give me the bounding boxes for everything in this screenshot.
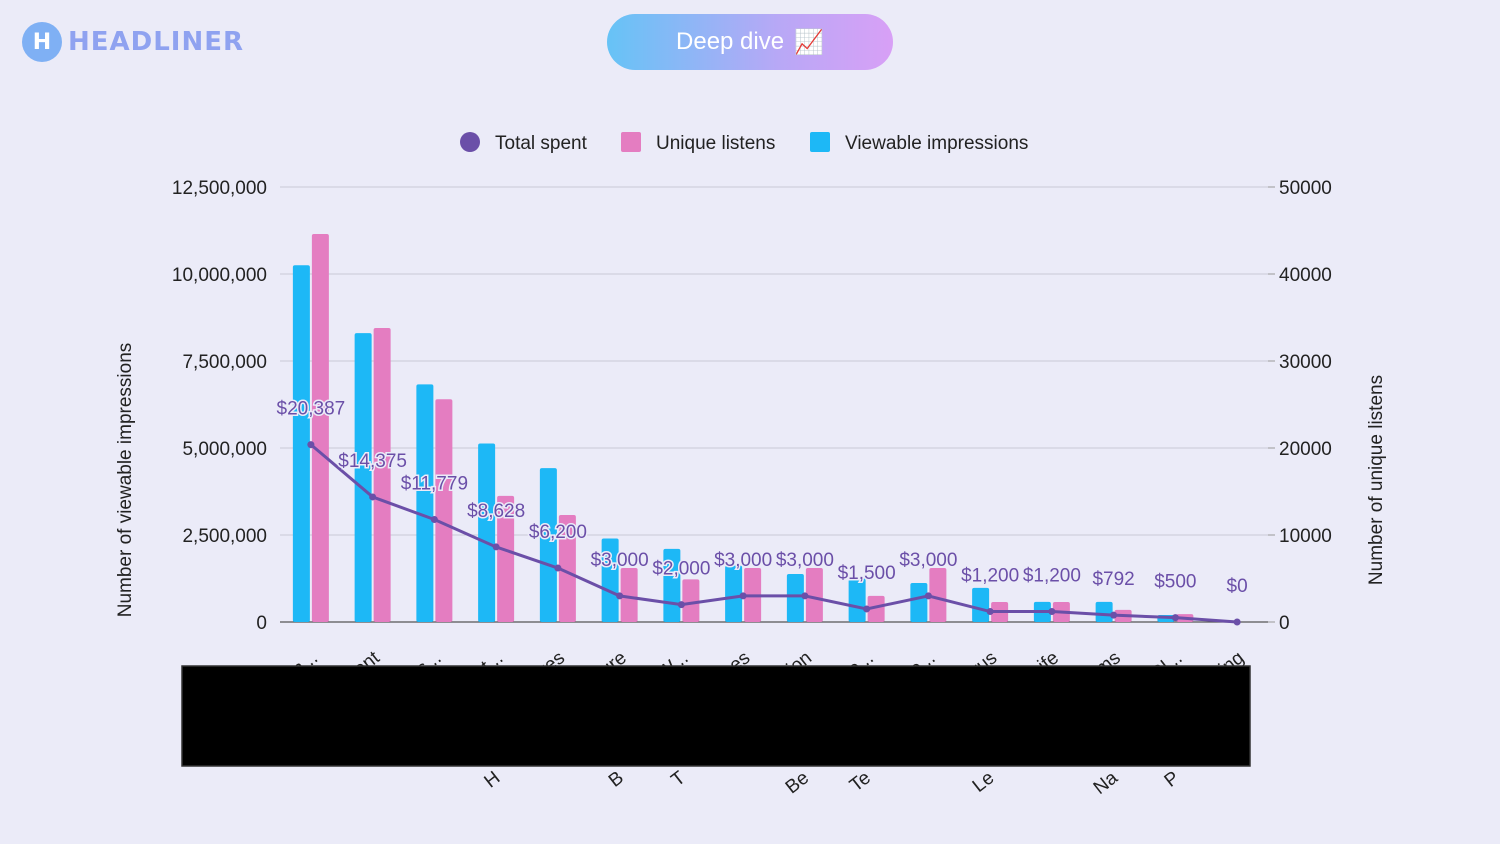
x-tick-label-fragment: B — [605, 767, 628, 791]
total-spent-point — [677, 601, 685, 609]
total-spent-data-label: $3,000 — [591, 550, 649, 571]
impressions-bar — [539, 468, 557, 622]
logo-badge: H — [22, 22, 62, 62]
y-tick-label: 7,500,000 — [182, 352, 267, 373]
impressions-bar — [478, 443, 496, 622]
total-spent-point — [863, 605, 871, 613]
listens-bar — [373, 327, 391, 622]
impressions-bar — [786, 573, 804, 622]
legend-marker — [810, 132, 830, 152]
redaction-block — [181, 665, 1251, 767]
total-spent-data-label: $1,200 — [961, 566, 1019, 587]
total-spent-data-label: $14,375 — [338, 451, 407, 472]
total-spent-point — [739, 592, 747, 600]
legend-marker — [621, 132, 641, 152]
total-spent-line — [309, 443, 1238, 624]
chart-increasing-icon: 📈 — [794, 28, 824, 56]
y2-tick-label: 0 — [1279, 613, 1290, 634]
total-spent-point — [801, 592, 809, 600]
total-spent-point — [369, 493, 377, 501]
total-spent-point — [1048, 608, 1056, 616]
total-spent-point — [1110, 611, 1118, 619]
x-tick-label-fragment: Le — [969, 767, 999, 797]
legend-label: Total spent — [495, 133, 588, 154]
legend-marker-total-spent — [460, 132, 480, 152]
listens-bar — [867, 595, 885, 622]
y-tick-label: 0 — [256, 613, 267, 634]
x-tick-label-fragment: T — [668, 767, 690, 791]
listens-bar — [682, 579, 700, 622]
total-spent-data-label: $20,387 — [277, 399, 346, 420]
impressions-bar — [1095, 601, 1113, 622]
total-spent-data-label: $3,000 — [899, 550, 957, 571]
y2-tick-label: 20000 — [1279, 439, 1332, 460]
y-axis-title: Number of viewable impressions — [115, 343, 136, 618]
impressions-bar — [416, 384, 434, 622]
total-spent-point — [430, 516, 438, 524]
legend-label: Unique listens — [656, 133, 775, 154]
total-spent-point — [1171, 614, 1179, 622]
listens-bar — [620, 568, 638, 622]
x-tick-label-fragment: Be — [782, 767, 813, 798]
listens-bar — [805, 568, 823, 622]
total-spent-data-label: $2,000 — [652, 559, 710, 580]
total-spent-data-label: $3,000 — [776, 550, 834, 571]
impressions-bar — [292, 265, 310, 622]
y2-tick-label: 10000 — [1279, 526, 1332, 547]
y2-axis-title: Number of unique listens — [1366, 375, 1387, 585]
x-tick-label-fragment: P — [1161, 767, 1184, 791]
total-spent-data-label: $8,628 — [467, 501, 525, 522]
total-spent-data-label: $1,500 — [838, 563, 896, 584]
impressions-bar — [910, 583, 928, 622]
listens-bar — [929, 568, 947, 622]
y2-tick-label: 40000 — [1279, 265, 1332, 286]
total-spent-data-label: $500 — [1154, 572, 1196, 593]
listens-bar — [558, 514, 576, 622]
y-tick-label: 5,000,000 — [182, 439, 267, 460]
impressions-bar — [725, 565, 743, 622]
legend-label: Viewable impressions — [845, 133, 1028, 154]
y-tick-label: 2,500,000 — [182, 526, 267, 547]
total-spent-point — [492, 543, 500, 551]
total-spent-point — [307, 441, 315, 449]
x-tick-label-fragment: H — [481, 767, 505, 792]
impressions-bar — [972, 587, 990, 622]
total-spent-point — [554, 564, 562, 572]
impressions-bar — [601, 538, 619, 622]
listens-bar — [497, 495, 515, 622]
total-spent-data-label: $6,200 — [529, 522, 587, 543]
y-tick-label: 10,000,000 — [172, 265, 267, 286]
total-spent-data-label: $3,000 — [714, 550, 772, 571]
deep-dive-badge: Deep dive 📈 — [607, 14, 893, 70]
total-spent-point — [924, 592, 932, 600]
listens-bar — [435, 399, 453, 622]
x-tick-label-fragment: Te — [846, 767, 875, 796]
deep-dive-label: Deep dive — [676, 28, 785, 55]
y-tick-label: 12,500,000 — [172, 178, 267, 199]
listens-bar — [311, 233, 329, 623]
total-spent-data-label: $11,779 — [401, 474, 468, 495]
total-spent-point — [986, 608, 994, 616]
total-spent-point — [1233, 618, 1241, 626]
impressions-bar — [354, 333, 372, 622]
headliner-logo: H HEADLINER — [22, 22, 244, 62]
impressions-bar — [848, 578, 866, 622]
total-spent-data-label: $1,200 — [1023, 566, 1081, 587]
total-spent-data-label: $0 — [1227, 576, 1248, 597]
total-spent-point — [616, 592, 624, 600]
y2-tick-label: 50000 — [1279, 178, 1332, 199]
total-spent-data-label: $792 — [1092, 569, 1134, 590]
x-tick-label-fragment: Na — [1090, 767, 1122, 799]
y2-tick-label: 30000 — [1279, 352, 1332, 373]
logo-wordmark: HEADLINER — [68, 27, 245, 57]
